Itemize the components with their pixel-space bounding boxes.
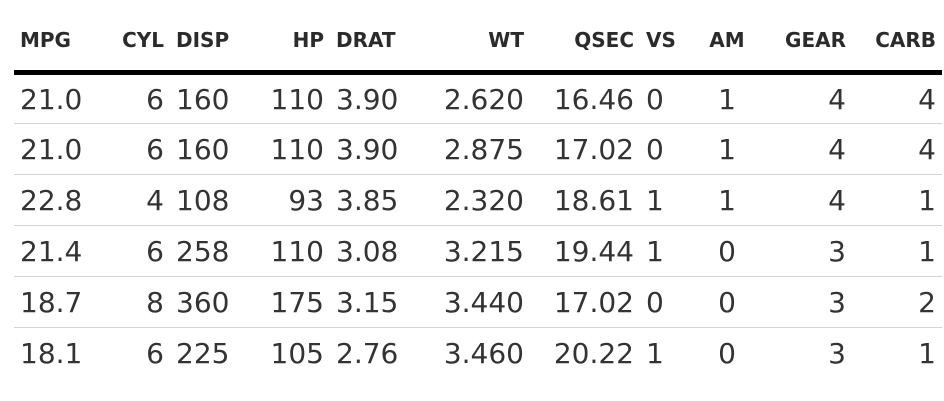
cell-cyl: 8 xyxy=(94,276,170,328)
table-row: 21.0 6 160 110 3.90 2.875 17.02 0 1 4 4 xyxy=(14,123,942,175)
column-header-am[interactable]: AM xyxy=(692,26,762,75)
cell-mpg: 21.4 xyxy=(14,225,94,277)
cell-cyl: 6 xyxy=(94,225,170,277)
cell-hp: 175 xyxy=(250,276,330,328)
cell-qsec: 17.02 xyxy=(530,123,640,175)
column-header-mpg[interactable]: MPG xyxy=(14,26,94,75)
cell-wt: 2.620 xyxy=(422,72,530,124)
cell-hp: 110 xyxy=(250,225,330,277)
cell-am: 0 xyxy=(718,336,736,370)
table-row: 21.4 6 258 110 3.08 3.215 19.44 1 0 3 1 xyxy=(14,225,942,277)
cell-mpg: 21.0 xyxy=(14,72,94,124)
cell-wt: 2.320 xyxy=(422,174,530,226)
cell-mpg: 18.7 xyxy=(14,276,94,328)
table-row: 22.8 4 108 93 3.85 2.320 18.61 1 1 4 1 xyxy=(14,174,942,226)
cell-disp: 108 xyxy=(170,174,250,226)
cell-wt: 3.460 xyxy=(443,336,524,370)
cell-vs: 0 xyxy=(640,276,692,328)
cell-vs: 0 xyxy=(640,72,692,124)
column-header-vs[interactable]: VS xyxy=(640,26,692,75)
cell-hp: 110 xyxy=(250,72,330,124)
cell-drat: 3.15 xyxy=(330,276,422,328)
cell-am: 1 xyxy=(692,123,762,175)
column-header-wt[interactable]: WT xyxy=(422,26,530,75)
cell-qsec: 18.61 xyxy=(530,174,640,226)
cell-gear: 4 xyxy=(762,174,852,226)
cell-vs: 1 xyxy=(640,174,692,226)
cell-am: 0 xyxy=(692,276,762,328)
cell-disp: 160 xyxy=(170,123,250,175)
cell-drat: 3.90 xyxy=(330,72,422,124)
cell-vs: 1 xyxy=(646,336,664,370)
table-row: 21.0 6 160 110 3.90 2.620 16.46 0 1 4 4 xyxy=(14,72,942,124)
table-body: 21.0 6 160 110 3.90 2.620 16.46 0 1 4 4 … xyxy=(14,72,942,379)
data-table: MPG CYL DISP HP DRAT WT QSEC VS AM GEAR … xyxy=(14,26,942,379)
cell-drat: 3.85 xyxy=(330,174,422,226)
cell-gear: 4 xyxy=(762,72,852,124)
cell-carb: 4 xyxy=(852,123,942,175)
cell-mpg: 18.1 xyxy=(20,336,83,370)
column-header-disp[interactable]: DISP xyxy=(170,26,250,75)
cell-disp: 360 xyxy=(170,276,250,328)
cell-gear: 3 xyxy=(828,336,846,370)
cell-drat: 2.76 xyxy=(336,336,399,370)
cell-cyl: 4 xyxy=(94,174,170,226)
cell-gear: 3 xyxy=(762,225,852,277)
column-header-carb[interactable]: CARB xyxy=(852,26,942,75)
cell-gear: 4 xyxy=(762,123,852,175)
cell-qsec: 19.44 xyxy=(530,225,640,277)
cell-am: 1 xyxy=(692,174,762,226)
cell-carb: 2 xyxy=(852,276,942,328)
cell-carb: 1 xyxy=(918,336,936,370)
cell-qsec: 17.02 xyxy=(530,276,640,328)
cell-cyl: 6 xyxy=(94,72,170,124)
cell-mpg: 21.0 xyxy=(14,123,94,175)
column-header-gear[interactable]: GEAR xyxy=(762,26,852,75)
table-header: MPG CYL DISP HP DRAT WT QSEC VS AM GEAR … xyxy=(14,26,942,75)
cell-wt: 2.875 xyxy=(422,123,530,175)
column-header-hp[interactable]: HP xyxy=(250,26,330,75)
cell-mpg: 22.8 xyxy=(14,174,94,226)
table-row: 18.1 6 225 105 2.76 3.460 20.22 1 0 3 1 xyxy=(14,328,942,379)
cell-carb: 4 xyxy=(852,72,942,124)
column-header-cyl[interactable]: CYL xyxy=(94,26,170,75)
cell-wt: 3.440 xyxy=(422,276,530,328)
header-row: MPG CYL DISP HP DRAT WT QSEC VS AM GEAR … xyxy=(14,26,942,75)
cell-hp: 110 xyxy=(250,123,330,175)
cell-qsec: 16.46 xyxy=(530,72,640,124)
cell-disp: 258 xyxy=(170,225,250,277)
table-row: 18.7 8 360 175 3.15 3.440 17.02 0 0 3 2 xyxy=(14,276,942,328)
cell-hp: 105 xyxy=(270,336,324,370)
cell-vs: 1 xyxy=(640,225,692,277)
cell-cyl: 6 xyxy=(146,336,164,370)
cell-cyl: 6 xyxy=(94,123,170,175)
cell-hp: 93 xyxy=(250,174,330,226)
cell-drat: 3.08 xyxy=(330,225,422,277)
column-header-drat[interactable]: DRAT xyxy=(330,26,422,75)
cell-am: 1 xyxy=(692,72,762,124)
cell-carb: 1 xyxy=(852,225,942,277)
cell-vs: 0 xyxy=(640,123,692,175)
cell-disp: 160 xyxy=(170,72,250,124)
cell-qsec: 20.22 xyxy=(553,336,634,370)
cell-wt: 3.215 xyxy=(422,225,530,277)
column-header-qsec[interactable]: QSEC xyxy=(530,26,640,75)
cell-am: 0 xyxy=(692,225,762,277)
cell-drat: 3.90 xyxy=(330,123,422,175)
cell-carb: 1 xyxy=(852,174,942,226)
data-table-container: MPG CYL DISP HP DRAT WT QSEC VS AM GEAR … xyxy=(14,26,942,379)
cell-disp: 225 xyxy=(176,336,230,370)
cell-gear: 3 xyxy=(762,276,852,328)
